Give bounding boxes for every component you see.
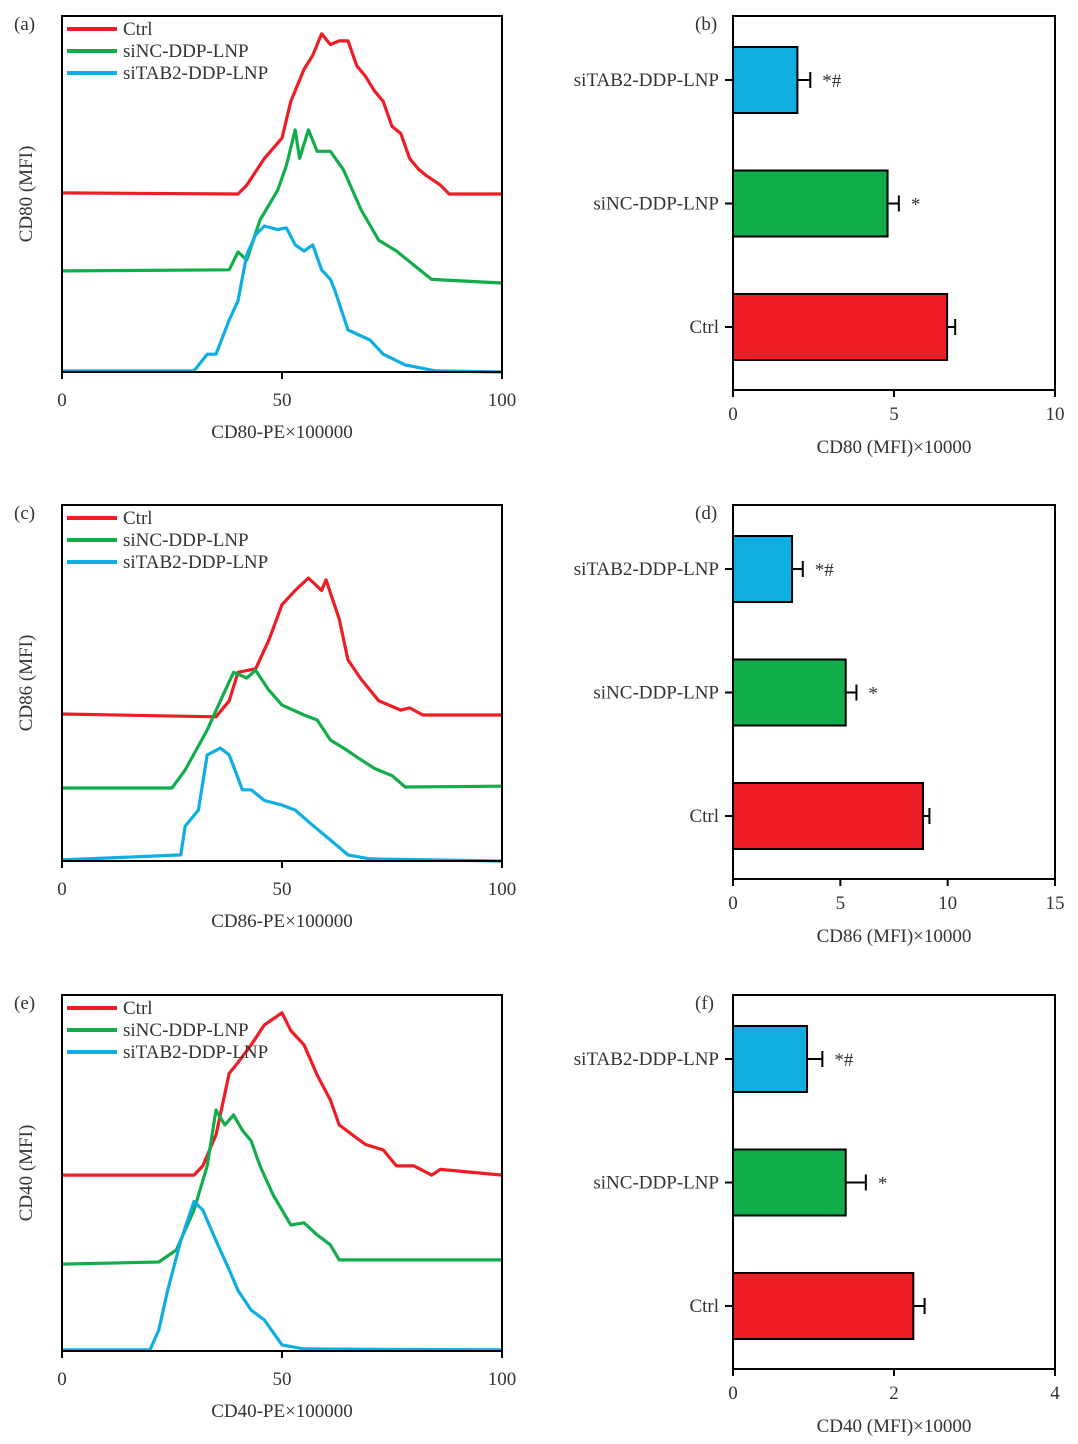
panel-label: (d) bbox=[695, 503, 717, 524]
category-label: Ctrl bbox=[689, 317, 719, 338]
histogram-line-ctrl bbox=[61, 32, 502, 196]
x-tick-label: 100 bbox=[488, 1369, 517, 1390]
x-tick-label: 10 bbox=[1046, 404, 1065, 425]
x-axis-label: CD80 (MFI)×10000 bbox=[817, 437, 972, 458]
bar-sitab2-ddp-lnp bbox=[732, 46, 799, 114]
significance-mark: * bbox=[911, 195, 921, 216]
panel-label: (c) bbox=[14, 503, 35, 524]
legend-label: siTAB2-DDP-LNP bbox=[123, 63, 268, 84]
x-axis-label: CD40 (MFI)×10000 bbox=[817, 1416, 972, 1437]
x-tick-label: 0 bbox=[728, 1383, 738, 1404]
x-tick-label: 100 bbox=[488, 879, 517, 900]
histogram-line-sitab2-ddp-lnp bbox=[61, 746, 503, 863]
x-tick-label: 15 bbox=[1046, 893, 1065, 914]
category-label: siTAB2-DDP-LNP bbox=[574, 1049, 719, 1070]
category-label: siTAB2-DDP-LNP bbox=[574, 70, 719, 91]
x-tick-label: 50 bbox=[273, 1369, 292, 1390]
category-label: Ctrl bbox=[689, 806, 719, 827]
legend-label: Ctrl bbox=[123, 19, 153, 40]
legend-label: siNC-DDP-LNP bbox=[123, 530, 249, 551]
x-axis-label: CD80-PE×100000 bbox=[211, 422, 353, 443]
x-axis-label: CD86-PE×100000 bbox=[211, 911, 353, 932]
bar-sinc-ddp-lnp bbox=[732, 658, 847, 727]
histogram-line-sitab2-ddp-lnp bbox=[62, 224, 503, 374]
histogram-line-sinc-ddp-lnp bbox=[61, 128, 503, 285]
plot-frame bbox=[732, 504, 1056, 880]
panel-label: (b) bbox=[695, 14, 717, 35]
x-tick-label: 0 bbox=[57, 1369, 67, 1390]
y-axis-label: CD86 (MFI) bbox=[16, 635, 37, 732]
x-tick-label: 0 bbox=[728, 404, 738, 425]
x-axis-label: CD86 (MFI)×10000 bbox=[817, 926, 972, 947]
category-label: siTAB2-DDP-LNP bbox=[574, 559, 719, 580]
significance-mark: * bbox=[878, 1174, 888, 1195]
x-tick-label: 100 bbox=[488, 390, 517, 411]
panel-label: (f) bbox=[695, 993, 714, 1014]
panel-label: (e) bbox=[14, 993, 35, 1014]
histogram-line-ctrl bbox=[62, 1011, 503, 1177]
x-tick-label: 2 bbox=[889, 1383, 899, 1404]
y-axis-label: CD80 (MFI) bbox=[16, 146, 37, 243]
x-tick-label: 0 bbox=[57, 390, 67, 411]
panel-label: (a) bbox=[14, 14, 35, 35]
histogram-line-sinc-ddp-lnp bbox=[62, 668, 503, 790]
histogram-line-ctrl bbox=[61, 576, 502, 719]
significance-mark: *# bbox=[815, 560, 835, 581]
legend-label: Ctrl bbox=[123, 508, 153, 529]
significance-mark: *# bbox=[834, 1050, 854, 1071]
category-label: Ctrl bbox=[689, 1296, 719, 1317]
x-tick-label: 5 bbox=[889, 404, 899, 425]
bar-sinc-ddp-lnp bbox=[732, 169, 889, 238]
x-tick-label: 4 bbox=[1050, 1383, 1060, 1404]
histogram-line-sinc-ddp-lnp bbox=[61, 1108, 502, 1266]
x-tick-label: 50 bbox=[273, 390, 292, 411]
bar-sitab2-ddp-lnp bbox=[732, 535, 794, 603]
bar-sinc-ddp-lnp bbox=[732, 1148, 847, 1217]
legend-label: siTAB2-DDP-LNP bbox=[123, 1042, 268, 1063]
bar-ctrl bbox=[732, 293, 949, 361]
significance-mark: * bbox=[868, 684, 878, 705]
legend-label: siNC-DDP-LNP bbox=[123, 1020, 249, 1041]
legend-label: siNC-DDP-LNP bbox=[123, 41, 249, 62]
category-label: siNC-DDP-LNP bbox=[593, 194, 719, 215]
bar-sitab2-ddp-lnp bbox=[732, 1025, 809, 1093]
x-tick-label: 0 bbox=[728, 893, 738, 914]
x-tick-label: 5 bbox=[836, 893, 846, 914]
legend-label: Ctrl bbox=[123, 998, 153, 1019]
x-tick-label: 50 bbox=[273, 879, 292, 900]
y-axis-label: CD40 (MFI) bbox=[16, 1125, 37, 1222]
bar-ctrl bbox=[732, 782, 924, 850]
histogram-line-sitab2-ddp-lnp bbox=[62, 1199, 503, 1352]
category-label: siNC-DDP-LNP bbox=[593, 683, 719, 704]
x-tick-label: 0 bbox=[57, 879, 67, 900]
x-tick-label: 10 bbox=[938, 893, 957, 914]
x-axis-label: CD40-PE×100000 bbox=[211, 1401, 353, 1422]
category-label: siNC-DDP-LNP bbox=[593, 1173, 719, 1194]
significance-mark: *# bbox=[822, 71, 842, 92]
bar-ctrl bbox=[732, 1272, 915, 1340]
legend-label: siTAB2-DDP-LNP bbox=[123, 552, 268, 573]
